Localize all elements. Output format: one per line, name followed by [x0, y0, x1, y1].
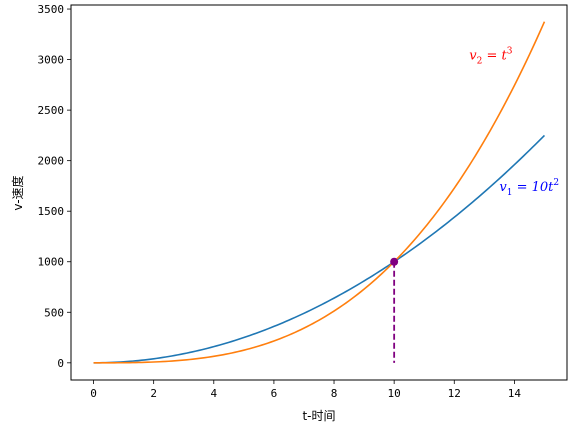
intersection-group [390, 257, 399, 363]
x-tick-label: 4 [210, 387, 217, 400]
intersection-point [390, 257, 399, 266]
annotations-group: v2 = t3 v1 = 10t2 [469, 47, 559, 198]
series-annotation-2: v1 = 10t2 [499, 178, 559, 198]
y-tick-label: 1000 [38, 256, 65, 269]
series-group [93, 21, 546, 364]
y-tick-label: 3500 [38, 3, 65, 16]
y-axis-label: v-速度 [10, 175, 25, 210]
y-tick-label: 500 [44, 306, 64, 319]
y-tick-label: 1500 [38, 205, 65, 218]
series-line-2 [93, 21, 546, 364]
y-tick-label: 3000 [38, 54, 65, 67]
series-line-1 [93, 134, 546, 364]
x-tick-label: 6 [271, 387, 278, 400]
y-axis-ticks: 0 500 1000 1500 2000 2500 3000 3500 [38, 3, 71, 370]
x-axis-ticks: 0 2 4 6 8 10 12 14 [90, 380, 521, 400]
plot-frame [70, 4, 568, 381]
x-tick-label: 14 [508, 387, 522, 400]
y-tick-label: 2500 [38, 104, 65, 117]
x-tick-label: 12 [448, 387, 461, 400]
x-tick-label: 0 [90, 387, 97, 400]
y-tick-label: 0 [57, 357, 64, 370]
x-tick-label: 2 [150, 387, 157, 400]
x-tick-label: 8 [331, 387, 338, 400]
x-tick-label: 10 [388, 387, 401, 400]
y-tick-label: 2000 [38, 155, 65, 168]
series-annotation-1: v2 = t3 [469, 47, 512, 67]
x-axis-label: t-时间 [302, 409, 335, 423]
